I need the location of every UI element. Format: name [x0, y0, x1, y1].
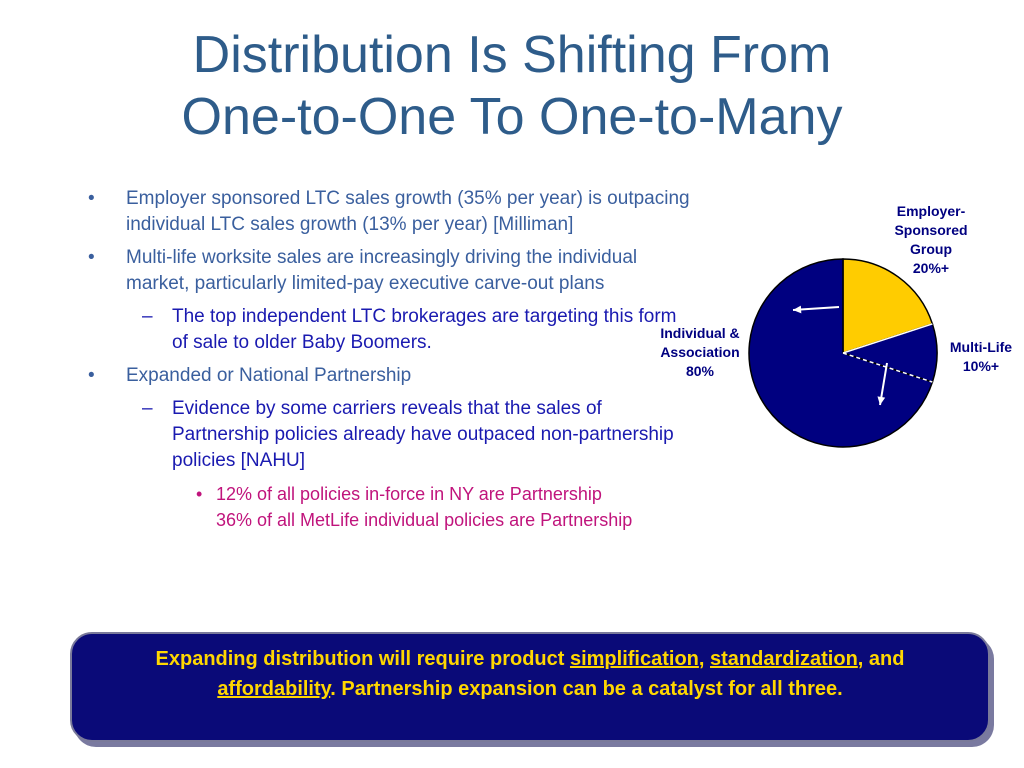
- arrow-to-employer-icon: [792, 305, 840, 314]
- sub-sub-bullet-line-2: 36% of all MetLife individual policies a…: [216, 510, 633, 530]
- pie-label-multilife: Multi-Life 10%+: [938, 338, 1024, 376]
- slide-title: Distribution Is Shifting From One-to-One…: [0, 24, 1024, 148]
- pie-slice-employer: [842, 258, 934, 355]
- pie-label-employer: Employer- Sponsored Group 20%+: [876, 202, 986, 278]
- sub-sub-bullet-line-1: 12% of all policies in-force in NY are P…: [216, 484, 602, 504]
- summary-callout: Expanding distribution will require prod…: [70, 632, 990, 742]
- bullet-marker: •: [88, 188, 95, 209]
- pie-slice-individual: [748, 258, 934, 448]
- bullet-text: Expanded or National Partnership: [126, 365, 412, 386]
- bullet-item: • Employer sponsored LTC sales growth (3…: [86, 186, 706, 238]
- dash-marker: –: [142, 398, 153, 419]
- sub-bullet-text: The top independent LTC brokerages are t…: [172, 306, 677, 353]
- title-line-1: Distribution Is Shifting From: [192, 26, 832, 84]
- sub-bullet-item: – The top independent LTC brokerages are…: [86, 304, 682, 356]
- pie-divider-solid: [842, 323, 933, 354]
- callout-text: ,: [698, 648, 710, 670]
- pie-label-individual: Individual & Association 80%: [644, 324, 756, 381]
- callout-text: Expanding distribution will require prod…: [155, 648, 570, 670]
- sub-bullet-text: Evidence by some carriers reveals that t…: [172, 398, 674, 471]
- arrow-to-multilife-icon: [877, 362, 888, 406]
- pie-label-line: 20%+: [912, 260, 950, 276]
- bullet-item: • Multi-life worksite sales are increasi…: [86, 245, 646, 297]
- callout-text: . Partnership expansion can be a catalys…: [330, 678, 843, 700]
- bullet-text: Employer sponsored LTC sales growth (35%…: [126, 188, 690, 235]
- bullet-list: • Employer sponsored LTC sales growth (3…: [86, 186, 706, 533]
- callout-emphasis: simplification: [569, 648, 699, 670]
- pie-label-line: Sponsored: [894, 222, 968, 238]
- callout-emphasis: affordability: [217, 678, 331, 700]
- pie-label-line: Group: [910, 241, 952, 257]
- small-bullet-marker: •: [196, 484, 203, 504]
- bullet-marker: •: [88, 365, 95, 386]
- sub-bullet-item: – Evidence by some carriers reveals that…: [86, 396, 692, 474]
- bullet-text: Multi-life worksite sales are increasing…: [126, 247, 638, 294]
- pie-label-line: Association: [660, 344, 740, 360]
- pie-chart-svg: [748, 258, 938, 448]
- bullet-marker: •: [88, 247, 95, 268]
- title-line-2: One-to-One To One-to-Many: [181, 88, 843, 146]
- dash-marker: –: [142, 306, 153, 327]
- pie-label-line: Multi-Life: [949, 339, 1013, 355]
- pie-label-line: 10%+: [962, 358, 1000, 374]
- pie-chart: Employer- Sponsored Group 20%+ Multi-Lif…: [640, 196, 1024, 456]
- sub-sub-bullet-item: • 12% of all policies in-force in NY are…: [86, 481, 706, 533]
- pie-divider-dashed: [842, 352, 933, 383]
- pie-label-line: Employer-: [896, 203, 966, 219]
- bullet-item: • Expanded or National Partnership: [86, 363, 706, 389]
- pie-label-line: 80%: [685, 363, 715, 379]
- callout-emphasis: standardization: [710, 648, 858, 670]
- pie-label-line: Individual &: [660, 325, 740, 341]
- callout-text: , and: [857, 648, 905, 670]
